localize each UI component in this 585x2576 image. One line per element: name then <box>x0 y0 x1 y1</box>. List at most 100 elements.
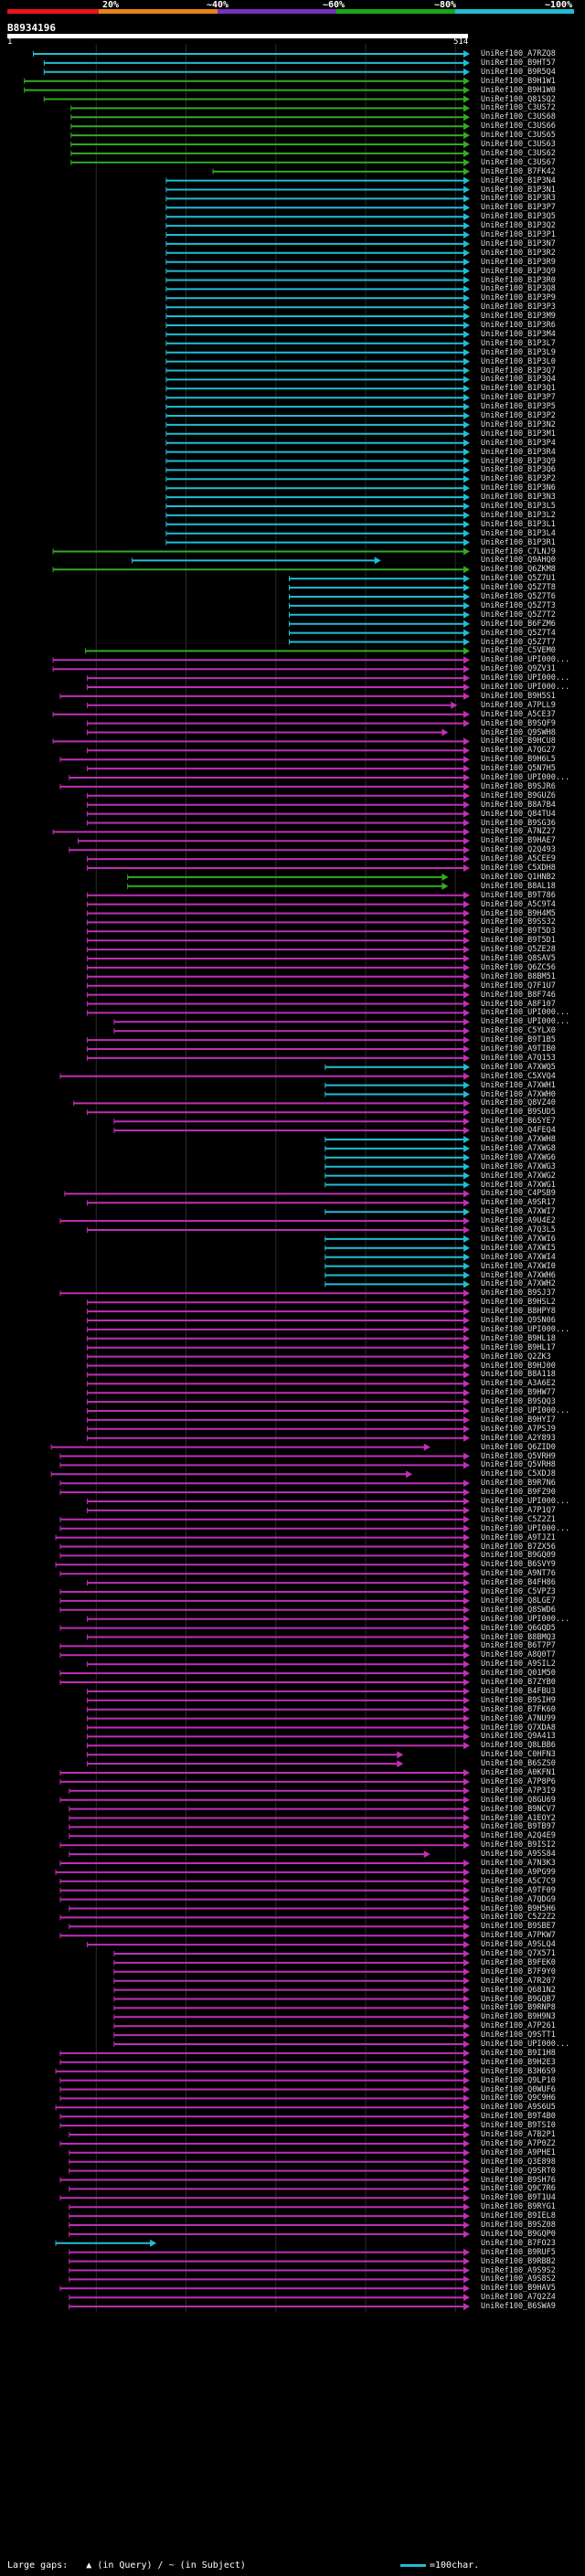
hit-label[interactable]: UniRef100_B7ZX56 <box>481 1542 556 1552</box>
hit-label[interactable]: UniRef100_Q681N2 <box>481 1985 556 1995</box>
hit-label[interactable]: UniRef100_B1P3M4 <box>481 329 556 339</box>
hit-label[interactable]: UniRef100_B1P3R3 <box>481 194 556 204</box>
hit-label[interactable]: UniRef100_A9TF09 <box>481 1885 556 1895</box>
hit-label[interactable]: UniRef100_Q5Z7T2 <box>481 610 556 620</box>
hit-label[interactable]: UniRef100_A9SS84 <box>481 1850 556 1860</box>
hit-label[interactable]: UniRef100_B1P3Q7 <box>481 366 556 376</box>
hit-label[interactable]: UniRef100_A7XWH1 <box>481 1080 556 1090</box>
hit-label[interactable]: UniRef100_B9HAV5 <box>481 2284 556 2294</box>
hit-label[interactable]: UniRef100_A7XWH8 <box>481 1135 556 1144</box>
hit-label[interactable]: UniRef100_A7PKW7 <box>481 1931 556 1941</box>
hit-label[interactable]: UniRef100_B1P3N1 <box>481 185 556 195</box>
hit-label[interactable]: UniRef100_Q7XDA8 <box>481 1723 556 1733</box>
hit-label[interactable]: UniRef100_B9HT57 <box>481 58 556 68</box>
hit-label[interactable]: UniRef100_B1P3P7 <box>481 203 556 213</box>
hit-label[interactable]: UniRef100_B1P3L1 <box>481 519 556 529</box>
hit-label[interactable]: UniRef100_Q9SRT0 <box>481 2166 556 2176</box>
hit-label[interactable]: UniRef100_B6FZM6 <box>481 619 556 629</box>
hit-label[interactable]: UniRef100_A7XWI7 <box>481 1207 556 1217</box>
hit-label[interactable]: UniRef100_A9SIL2 <box>481 1659 556 1670</box>
hit-label[interactable]: UniRef100_B9H5S1 <box>481 691 556 701</box>
hit-label[interactable]: UniRef100_B1P3Q6 <box>481 465 556 475</box>
hit-label[interactable]: UniRef100_B1P3P5 <box>481 402 556 412</box>
hit-label[interactable]: UniRef100_A9TIB0 <box>481 1044 556 1054</box>
hit-label[interactable]: UniRef100_A7P3I9 <box>481 1786 556 1796</box>
hit-label[interactable]: UniRef100_Q9C7R6 <box>481 2184 556 2194</box>
hit-label[interactable]: UniRef100_A7XWH6 <box>481 1270 556 1280</box>
hit-label[interactable]: UniRef100_A7XWG1 <box>481 1180 556 1190</box>
hit-label[interactable]: UniRef100_B1P3R4 <box>481 447 556 457</box>
hit-label[interactable]: UniRef100_B9T5D3 <box>481 927 556 937</box>
hit-label[interactable]: UniRef100_B9HAE7 <box>481 836 556 846</box>
hit-label[interactable]: UniRef100_B1P3P9 <box>481 293 556 303</box>
hit-label[interactable]: UniRef100_B9T786 <box>481 890 556 900</box>
hit-label[interactable]: UniRef100_Q5Z7T8 <box>481 583 556 593</box>
hit-label[interactable]: UniRef100_Q5Z7T3 <box>481 600 556 610</box>
hit-label[interactable]: UniRef100_B7F9Y0 <box>481 1966 556 1977</box>
hit-label[interactable]: UniRef100_A7XWH0 <box>481 1089 556 1099</box>
hit-label[interactable]: UniRef100_Q81SQ2 <box>481 94 556 104</box>
hit-label[interactable]: UniRef100_B1P3Q2 <box>481 221 556 231</box>
hit-label[interactable]: UniRef100_Q8SAV5 <box>481 954 556 963</box>
hit-label[interactable]: UniRef100_B7FK60 <box>481 1704 556 1714</box>
hit-label[interactable]: UniRef100_B1P3Q9 <box>481 266 556 276</box>
hit-label[interactable]: UniRef100_C3US63 <box>481 140 556 149</box>
hit-label[interactable]: UniRef100_B9H6L5 <box>481 755 556 765</box>
hit-label[interactable]: UniRef100_Q7X571 <box>481 1949 556 1958</box>
hit-label[interactable]: UniRef100_A5CE37 <box>481 709 556 719</box>
hit-label[interactable]: UniRef100_B1P3Q1 <box>481 384 556 394</box>
hit-label[interactable]: UniRef100_A7P261 <box>481 2021 556 2031</box>
hit-label[interactable]: UniRef100_B9HSL2 <box>481 1298 556 1308</box>
hit-label[interactable]: UniRef100_Q5N7H5 <box>481 764 556 774</box>
hit-label[interactable]: UniRef100_B7ZYB0 <box>481 1678 556 1687</box>
hit-label[interactable]: UniRef100_B9GQ09 <box>481 1551 556 1561</box>
hit-label[interactable]: UniRef100_B1P3R2 <box>481 248 556 258</box>
hit-label[interactable]: UniRef100_A7XWI5 <box>481 1243 556 1253</box>
hit-label[interactable]: UniRef100_B9H4M5 <box>481 908 556 918</box>
hit-label[interactable]: UniRef100_A2Q4E9 <box>481 1831 556 1841</box>
hit-label[interactable]: UniRef100_B1P3N4 <box>481 175 556 186</box>
hit-label[interactable]: UniRef100_B1P3Q9 <box>481 456 556 466</box>
hit-label[interactable]: UniRef100_Q5Z7T7 <box>481 637 556 647</box>
hit-label[interactable]: UniRef100_A7XWI0 <box>481 1261 556 1271</box>
hit-label[interactable]: UniRef100_B1P3P7 <box>481 393 556 403</box>
hit-label[interactable]: UniRef100_Q5ZE28 <box>481 945 556 955</box>
hit-label[interactable]: UniRef100_Q9A413 <box>481 1732 556 1742</box>
hit-label[interactable]: UniRef100_B9SJR6 <box>481 781 556 791</box>
hit-label[interactable]: UniRef100_B8F746 <box>481 990 556 1000</box>
hit-label[interactable]: UniRef100_Q5VRH9 <box>481 1451 556 1461</box>
hit-label[interactable]: UniRef100_A7XWQ5 <box>481 1062 556 1072</box>
hit-label[interactable]: UniRef100_B9IEL8 <box>481 2211 556 2221</box>
hit-label[interactable]: UniRef100_B1P3L0 <box>481 356 556 366</box>
hit-label[interactable]: UniRef100_B6SVY9 <box>481 1560 556 1570</box>
hit-label[interactable]: UniRef100_B1P3N2 <box>481 419 556 429</box>
hit-label[interactable]: UniRef100_A8F107 <box>481 999 556 1009</box>
hit-label[interactable]: UniRef100_A9PG99 <box>481 1867 556 1877</box>
hit-label[interactable]: UniRef100_A7XWG6 <box>481 1152 556 1162</box>
hit-label[interactable]: UniRef100_B9HCU8 <box>481 737 556 747</box>
hit-label[interactable]: UniRef100_B9RYG1 <box>481 2202 556 2212</box>
hit-label[interactable]: UniRef100_C5VEM0 <box>481 646 556 656</box>
hit-label[interactable]: UniRef100_B9GQB7 <box>481 1994 556 2004</box>
hit-label[interactable]: UniRef100_B9SBE7 <box>481 1922 556 1932</box>
hit-label[interactable]: UniRef100_A7XWG2 <box>481 1171 556 1181</box>
hit-label[interactable]: UniRef100_UPI000... <box>481 1523 570 1533</box>
hit-label[interactable]: UniRef100_B9T5D1 <box>481 936 556 946</box>
hit-label[interactable]: UniRef100_C3US66 <box>481 122 556 132</box>
hit-label[interactable]: UniRef100_B1P3M9 <box>481 312 556 322</box>
hit-label[interactable]: UniRef100_Q6GQD5 <box>481 1623 556 1633</box>
hit-label[interactable]: UniRef100_C5VPZ3 <box>481 1587 556 1596</box>
hit-label[interactable]: UniRef100_B9FZ90 <box>481 1488 556 1498</box>
hit-label[interactable]: UniRef100_B9SQF9 <box>481 718 556 728</box>
hit-label[interactable]: UniRef100_B9ISI2 <box>481 1840 556 1850</box>
hit-label[interactable]: UniRef100_A7NU99 <box>481 1713 556 1723</box>
hit-label[interactable]: UniRef100_A7Q153 <box>481 1053 556 1063</box>
hit-label[interactable]: UniRef100_B9T4B0 <box>481 2112 556 2122</box>
hit-label[interactable]: UniRef100_C3US62 <box>481 148 556 158</box>
hit-label[interactable]: UniRef100_A7P8P6 <box>481 1776 556 1786</box>
hit-label[interactable]: UniRef100_B9H1W1 <box>481 76 556 86</box>
hit-label[interactable]: UniRef100_B6SZS0 <box>481 1759 556 1769</box>
hit-label[interactable]: UniRef100_B1P3Q5 <box>481 212 556 222</box>
hit-label[interactable]: UniRef100_B9FEK0 <box>481 1957 556 1967</box>
hit-label[interactable]: UniRef100_B1P3P2 <box>481 411 556 420</box>
